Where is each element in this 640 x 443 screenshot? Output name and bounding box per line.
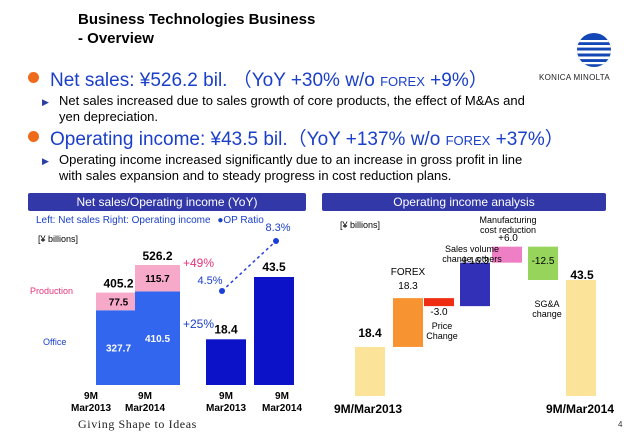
right-chart-unit: [¥ billions]	[340, 220, 381, 230]
waterfall-value-label: -3.0	[430, 307, 448, 318]
waterfall-value-label: +6.0	[498, 233, 518, 244]
waterfall-category-label: Price Change	[426, 321, 458, 341]
waterfall-bar	[528, 246, 558, 280]
operating-income-value-label: 43.5	[262, 260, 286, 274]
net-sales-description: Net sales increased due to sales growth …	[59, 93, 525, 125]
legend-text: Left: Net sales Right: Operating income	[36, 215, 211, 226]
waterfall-bar	[393, 298, 423, 347]
total-value-label: 526.2	[142, 249, 172, 263]
waterfall-bar	[355, 346, 385, 396]
headline-net-sales-text: Net sales: ¥526.2 bil. （YoY +30% w/o	[50, 70, 381, 91]
office-value-label: 327.7	[106, 344, 131, 355]
op-ratio-label: 4.5%	[197, 275, 222, 287]
office-value-label: 410.5	[145, 334, 170, 345]
net-sales-op-income-chart: 327.7 77.5 405.2 410.5 115.7 526.2 +49% +25% 18.…	[71, 222, 302, 414]
production-label: Production	[30, 286, 74, 296]
headline-net-sales: Net sales: ¥526.2 bil. （YoY +30% w/o FOR…	[50, 65, 488, 92]
operating-income-waterfall-chart: 18.4 18.3 -3.0 ＋16.3 +6.0 -12.5 43.5 9M/Mar2013…	[334, 215, 614, 416]
waterfall-category-label: 9M/Mar2014	[546, 402, 614, 416]
left-chart-unit: [¥ billions]	[38, 234, 79, 244]
production-value-label: 77.5	[109, 297, 129, 308]
production-growth-label: +49%	[183, 256, 214, 270]
production-bar	[96, 292, 141, 311]
waterfall-category-label: Sales volume change, others	[442, 244, 502, 264]
left-panel-header: Net sales/Operating income (YoY)	[28, 193, 306, 211]
legend-op-ratio: OP Ratio	[223, 215, 264, 226]
op-income-description: Operating income increased significantly…	[59, 152, 522, 184]
waterfall-category-label: SG&A change	[532, 299, 562, 319]
left-chart-legend: Left: Net sales Right: Operating income …	[36, 215, 264, 226]
waterfall-category-label: 9M/Mar2013	[334, 402, 402, 416]
category-label: 9M Mar2013	[71, 391, 111, 414]
category-label: 9M Mar2013	[206, 391, 246, 414]
headline-op-income-text: Operating income: ¥43.5 bil.（YoY +137% w…	[50, 129, 446, 150]
waterfall-value-label: 18.3	[398, 281, 418, 292]
office-bar	[96, 310, 141, 385]
office-growth-label: +25%	[183, 317, 214, 331]
konica-minolta-logo-icon	[577, 33, 611, 67]
bullet-dot-icon	[28, 72, 39, 83]
triangle-bullet-icon: ▶	[42, 97, 49, 107]
headline-net-sales-tail: +9%）	[424, 70, 488, 91]
production-bar	[135, 265, 180, 292]
op-ratio-point	[219, 288, 225, 294]
page-title: Business Technologies Business - Overvie…	[78, 10, 315, 48]
footer-slogan: Giving Shape to Ideas	[78, 417, 197, 431]
waterfall-bar	[460, 262, 490, 307]
net-sales-description-line1: Net sales increased due to sales growth …	[59, 93, 525, 108]
total-value-label: 405.2	[103, 277, 133, 291]
headline-op-income-tail: +37%）	[490, 129, 564, 150]
logo-text: KONICA MINOLTA	[539, 73, 611, 82]
page-number: 4	[618, 420, 623, 429]
headline-operating-income: Operating income: ¥43.5 bil.（YoY +137% w…	[50, 124, 564, 151]
net-sales-description-line2: yen depreciation.	[59, 109, 159, 124]
waterfall-category-label: Manufacturing cost reduction	[479, 215, 536, 235]
waterfall-bar	[492, 246, 522, 263]
operating-income-bar	[254, 277, 294, 385]
waterfall-bar	[566, 280, 596, 396]
waterfall-category-label: FOREX	[391, 267, 426, 278]
waterfall-value-label: 18.4	[358, 326, 382, 340]
op-ratio-line	[221, 240, 277, 292]
op-ratio-label: 8.3%	[265, 222, 290, 234]
op-ratio-dot-icon: ●	[217, 215, 224, 226]
op-ratio-point	[273, 238, 279, 244]
waterfall-value-label: 43.5	[570, 268, 594, 282]
category-label: 9M Mar2014	[125, 391, 165, 414]
headline-forex-label: FOREX	[380, 74, 425, 89]
triangle-bullet-icon: ▶	[42, 156, 49, 166]
right-panel-header: Operating income analysis	[322, 193, 606, 211]
office-bar	[135, 291, 180, 385]
production-value-label: 115.7	[145, 274, 170, 285]
office-label: Office	[43, 337, 67, 347]
page-title-line2: - Overview	[78, 30, 154, 47]
operating-income-value-label: 18.4	[214, 322, 238, 336]
op-income-description-line1: Operating income increased significantly…	[59, 152, 523, 167]
bullet-dot-icon	[28, 131, 39, 142]
op-income-description-line2: with sales expansion and to steady progr…	[59, 168, 452, 183]
waterfall-value-label: -12.5	[532, 256, 555, 267]
waterfall-value-label: ＋16.3	[459, 256, 489, 267]
headline-forex-label: FOREX	[445, 133, 491, 148]
page-title-line1: Business Technologies Business	[78, 11, 316, 28]
category-label: 9M Mar2014	[262, 391, 302, 414]
operating-income-bar	[206, 339, 246, 385]
waterfall-bar	[424, 298, 454, 307]
